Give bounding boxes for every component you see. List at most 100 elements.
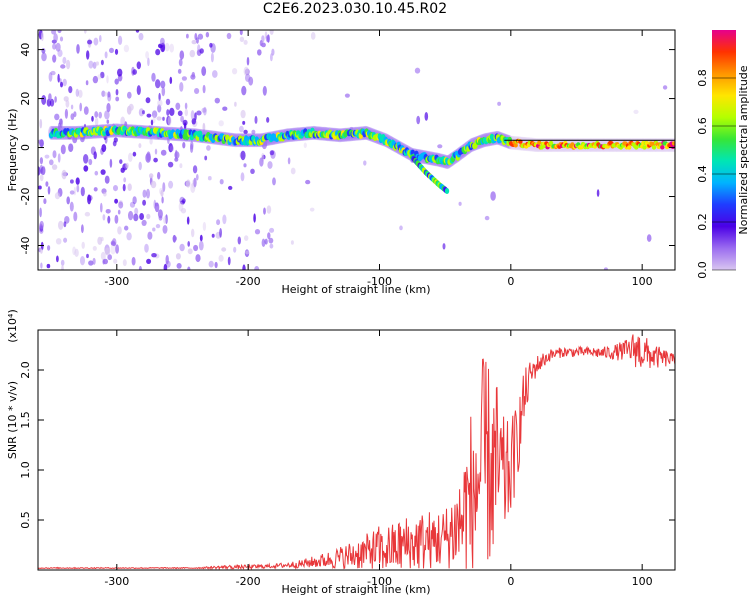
noise-speck (138, 143, 142, 149)
snr-y-axis: 0.5 1.0 1.5 2.0 (19, 361, 675, 529)
noise-speck (134, 207, 139, 215)
colorbar-tick-label: 0.4 (696, 165, 709, 183)
noise-speck (75, 177, 80, 185)
noise-speck (158, 92, 161, 102)
noise-speck (179, 50, 185, 60)
noise-speck (182, 142, 186, 149)
ridge-core (671, 141, 675, 146)
noise-speck (156, 116, 162, 121)
noise-speck (161, 196, 164, 204)
noise-speck (596, 189, 600, 197)
noise-speck (126, 232, 132, 241)
noise-speck (204, 155, 208, 161)
noise-speck (60, 259, 65, 266)
noise-speck (160, 42, 166, 53)
noise-speck (83, 106, 89, 115)
noise-speck (240, 109, 246, 119)
noise-speck (107, 93, 112, 102)
noise-speck (100, 251, 106, 261)
noise-speck (63, 96, 69, 102)
noise-speck (138, 32, 144, 41)
colorbar: 0.0 0.2 0.4 0.6 0.8 Normalized spectral ampl… (696, 30, 750, 279)
noise-speck (123, 44, 130, 53)
noise-speck (127, 183, 132, 191)
noise-speck (113, 258, 118, 264)
noise-speck (157, 104, 162, 113)
noise-speck (180, 207, 187, 214)
noise-speck (117, 209, 121, 215)
noise-speck (169, 43, 174, 53)
noise-speck (136, 85, 141, 96)
noise-speck (497, 101, 501, 106)
noise-speck (39, 220, 44, 230)
noise-speck (88, 158, 93, 166)
noise-speck (122, 183, 126, 192)
noise-speck (106, 102, 111, 113)
noise-speck (86, 253, 89, 259)
noise-speck (254, 266, 260, 270)
noise-speck (167, 136, 170, 145)
noise-speck (106, 75, 109, 84)
noise-speck (132, 196, 137, 205)
noise-speck (58, 122, 61, 131)
noise-speck (112, 140, 117, 147)
noise-speck (442, 243, 446, 250)
noise-speck (165, 254, 169, 265)
noise-speck (100, 71, 105, 79)
noise-speck (287, 157, 291, 165)
noise-speck (162, 225, 168, 234)
noise-speck (167, 116, 172, 126)
noise-speck (88, 260, 94, 266)
noise-speck (114, 78, 119, 85)
noise-speck (490, 191, 496, 201)
noise-speck (154, 148, 158, 155)
noise-speck (257, 49, 262, 56)
y-tick-label: 2.0 (19, 361, 32, 379)
noise-speck (309, 207, 315, 212)
noise-speck (290, 167, 296, 175)
noise-speck (125, 162, 129, 169)
noise-speck (146, 258, 152, 264)
noise-speck (107, 254, 112, 261)
noise-speck (150, 180, 157, 189)
noise-speck (242, 120, 246, 125)
noise-speck (186, 33, 189, 39)
snr-y-label: SNR (10 * v/v) (6, 381, 19, 459)
ridge-core (642, 145, 647, 150)
y-tick-label: 0.5 (19, 511, 32, 529)
noise-speck (80, 256, 85, 266)
ridge-core (513, 143, 518, 148)
noise-speck (157, 99, 163, 107)
noise-speck (51, 30, 57, 35)
noise-speck (74, 248, 79, 257)
noise-speck (184, 102, 188, 110)
noise-speck (62, 78, 67, 87)
noise-speck (155, 48, 161, 56)
noise-speck (149, 173, 154, 179)
noise-speck (155, 79, 161, 89)
noise-speck (162, 116, 165, 121)
colorbar-tick-label: 0.8 (696, 69, 709, 87)
noise-speck (414, 67, 421, 74)
noise-speck (310, 32, 316, 40)
noise-speck (193, 177, 197, 188)
noise-speck (70, 113, 75, 120)
noise-speck (41, 31, 44, 42)
noise-speck (399, 225, 403, 231)
noise-speck (169, 107, 175, 116)
noise-speck (203, 106, 207, 116)
noise-speck (44, 154, 50, 159)
noise-speck (52, 54, 57, 63)
noise-speck (190, 141, 194, 150)
colorbar-gradient (712, 30, 736, 270)
spectrogram-x-label: Height of straight line (km) (281, 283, 430, 296)
noise-speck (184, 108, 188, 117)
noise-speck (205, 31, 210, 38)
noise-speck (114, 48, 119, 55)
ridge-core (539, 145, 544, 150)
noise-speck (191, 71, 195, 78)
noise-speck (144, 243, 149, 253)
noise-speck (202, 84, 206, 94)
snr-x-axis: -300 -200 -100 0 100 (104, 330, 653, 588)
